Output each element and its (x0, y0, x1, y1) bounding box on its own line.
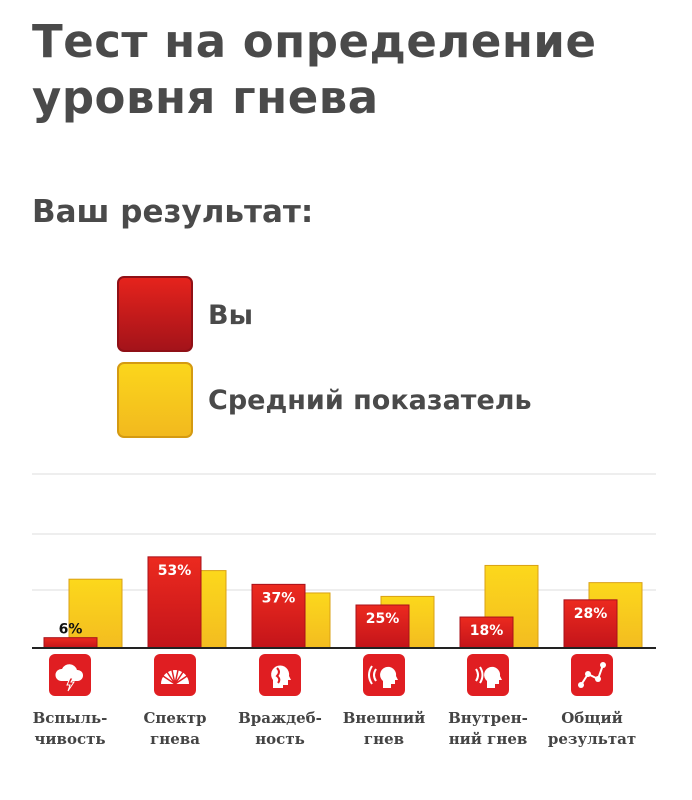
bar-you (355, 604, 410, 649)
bar-average (68, 578, 123, 649)
bar-you (43, 637, 98, 649)
inner-anger-icon (467, 654, 509, 696)
hostility-head-icon (259, 654, 301, 696)
outer-anger-icon (363, 654, 405, 696)
category-label: Внешний гнев (342, 709, 426, 748)
storm-cloud-icon (49, 654, 91, 696)
data-label: 37% (262, 590, 296, 606)
bar-you (459, 616, 514, 649)
legend-swatch-you (117, 276, 193, 352)
category-label: Спектр гнева (143, 709, 207, 748)
legend-swatch-average (117, 362, 193, 438)
result-heading: Ваш результат: (32, 194, 314, 230)
page-title: Тест на определение уровня гнева (32, 15, 597, 124)
data-label: 28% (574, 606, 608, 622)
data-label: 6% (59, 622, 83, 638)
category-label: Вспыль- чивость (32, 709, 108, 748)
category-label: Враждеб- ность (238, 709, 322, 748)
category-label: Внутрен- ний гнев (448, 709, 528, 748)
category-label: Общий результат (547, 709, 637, 748)
data-label: 25% (366, 611, 400, 627)
data-label: 18% (470, 623, 504, 639)
graph-nodes-icon (571, 654, 613, 696)
data-label: 53% (158, 563, 192, 579)
anger-bar-chart: 6% 53% 37% 25% 18% 28% (32, 473, 656, 649)
legend-label-average: Средний показатель (208, 385, 532, 416)
spectrum-fan-icon (154, 654, 196, 696)
legend-label-you: Вы (208, 300, 253, 331)
bar-you (147, 556, 202, 649)
